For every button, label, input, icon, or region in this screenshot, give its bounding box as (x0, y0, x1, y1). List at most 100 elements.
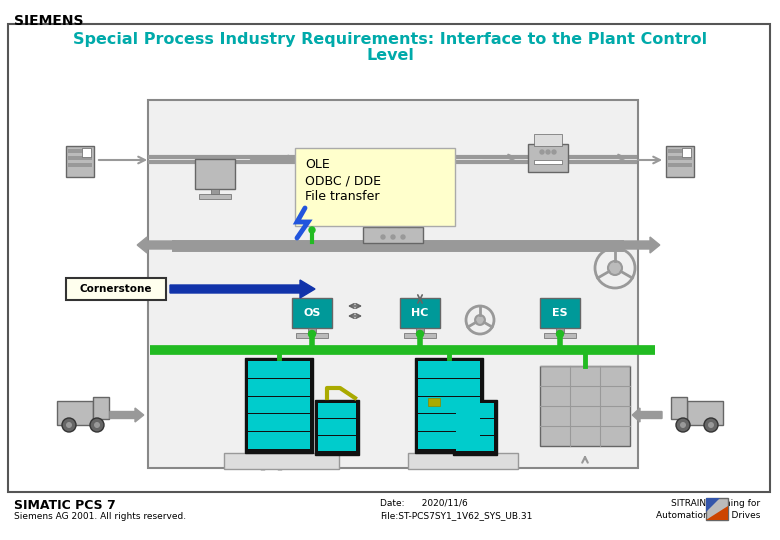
Text: File:ST-PCS7SY1_1V62_SYS_UB.31: File:ST-PCS7SY1_1V62_SYS_UB.31 (380, 511, 533, 520)
Bar (706, 498, 728, 520)
Bar (195, 159, 235, 189)
Bar (211, 189, 219, 194)
Circle shape (381, 235, 385, 239)
Bar (534, 160, 562, 164)
Circle shape (309, 330, 315, 338)
Bar (295, 148, 455, 226)
Bar (68, 156, 92, 160)
Text: OLE: OLE (305, 158, 330, 171)
Bar (66, 278, 166, 300)
Circle shape (417, 330, 424, 338)
Bar (408, 453, 518, 469)
Text: SIMATIC PCS 7: SIMATIC PCS 7 (14, 499, 115, 512)
FancyArrow shape (110, 408, 144, 422)
Bar (456, 420, 494, 435)
Bar (308, 328, 316, 333)
Bar (556, 328, 564, 333)
Bar (248, 414, 310, 431)
FancyArrow shape (622, 237, 660, 253)
Text: SIEMENS: SIEMENS (14, 14, 83, 28)
Polygon shape (258, 453, 268, 470)
Bar (82, 148, 91, 157)
Text: Cornerstone: Cornerstone (80, 284, 152, 294)
Bar (528, 144, 568, 172)
FancyArrow shape (137, 237, 175, 253)
Bar (540, 298, 580, 328)
Text: OS: OS (303, 308, 321, 318)
Bar (580, 346, 590, 352)
Bar (363, 227, 423, 243)
Bar (418, 432, 480, 449)
Bar (400, 298, 440, 328)
Bar (456, 436, 494, 451)
Text: ES: ES (552, 308, 568, 318)
Circle shape (401, 235, 405, 239)
Bar (199, 194, 231, 199)
Circle shape (676, 418, 690, 432)
Text: Level: Level (366, 48, 414, 63)
Circle shape (552, 150, 556, 154)
Bar (318, 403, 356, 418)
Bar (274, 346, 284, 352)
Bar (292, 298, 332, 328)
Bar (8, 24, 770, 492)
Text: Automation and Drives: Automation and Drives (656, 511, 760, 520)
Circle shape (608, 261, 622, 275)
Bar (404, 333, 436, 338)
Bar (544, 333, 576, 338)
Bar (540, 366, 630, 446)
Circle shape (708, 422, 714, 428)
Bar (453, 400, 497, 455)
Polygon shape (706, 498, 720, 512)
Circle shape (546, 150, 550, 154)
Bar (682, 148, 691, 157)
Text: Siemens AG 2001. All rights reserved.: Siemens AG 2001. All rights reserved. (14, 512, 186, 521)
Bar (248, 361, 310, 378)
Bar (68, 149, 92, 153)
Bar (666, 146, 694, 177)
Bar (428, 398, 440, 406)
Bar (224, 453, 339, 469)
Polygon shape (706, 506, 728, 520)
Bar (248, 432, 310, 449)
Circle shape (556, 330, 563, 338)
Text: Special Process Industry Requirements: Interface to the Plant Control: Special Process Industry Requirements: I… (73, 32, 707, 47)
Circle shape (94, 422, 100, 428)
Circle shape (90, 418, 104, 432)
Circle shape (62, 418, 76, 432)
Text: HC: HC (411, 308, 429, 318)
FancyArrow shape (170, 280, 315, 298)
Polygon shape (275, 453, 285, 470)
Bar (671, 397, 687, 419)
Bar (456, 403, 494, 418)
Bar (418, 379, 480, 396)
Bar (668, 163, 692, 167)
Circle shape (680, 422, 686, 428)
Bar (687, 401, 723, 425)
Bar (668, 149, 692, 153)
Bar (418, 396, 480, 414)
Bar (416, 328, 424, 333)
Circle shape (704, 418, 718, 432)
FancyArrow shape (633, 408, 662, 422)
Bar (248, 379, 310, 396)
Circle shape (391, 235, 395, 239)
Text: SITRAIN Training for: SITRAIN Training for (671, 499, 760, 508)
Bar (68, 163, 92, 167)
Bar (418, 361, 480, 378)
Bar (93, 397, 109, 419)
Text: ODBC / DDE: ODBC / DDE (305, 174, 381, 187)
Bar (418, 414, 480, 431)
Text: File transfer: File transfer (305, 190, 380, 203)
Bar (534, 134, 562, 146)
Bar (66, 146, 94, 177)
Bar (444, 346, 454, 352)
Circle shape (66, 422, 72, 428)
Bar (148, 100, 638, 468)
Bar (415, 358, 483, 453)
Bar (318, 420, 356, 435)
Circle shape (540, 150, 544, 154)
Text: Date:      2020/11/6: Date: 2020/11/6 (380, 499, 468, 508)
Circle shape (475, 315, 485, 325)
Bar (318, 436, 356, 451)
